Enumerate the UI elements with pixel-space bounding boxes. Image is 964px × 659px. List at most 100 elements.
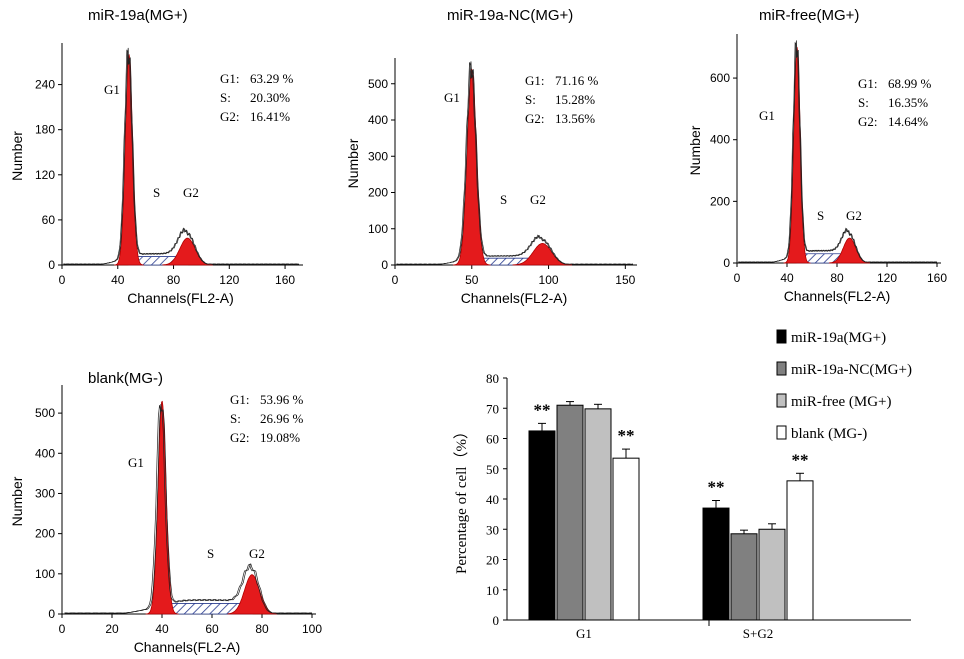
histogram-panel-4: blank(MG-) 0 100 200 300 400 500 0 20 40 60 80 100 Ch… [9, 370, 322, 655]
y-axis-label: Number [345, 138, 361, 188]
histogram-panel-2: miR-19a-NC(MG+) 0 100 200 300 400 500 0 50 100 150… [345, 7, 637, 306]
y-tick-label: 0 [723, 256, 730, 270]
x-tick-label: 40 [780, 271, 794, 285]
y-axis-label: Number [9, 476, 25, 526]
x-tick-label: 80 [255, 622, 269, 636]
histogram-trace [64, 404, 313, 614]
bar-chart-panel: 0 10 20 30 40 50 60 70 80 Percentage of cell（%） G1… [453, 329, 912, 641]
legend-swatch [776, 425, 787, 440]
g1-peak [783, 46, 811, 264]
y-tick-label: 200 [710, 194, 730, 208]
y-tick-label: 400 [710, 133, 730, 147]
x-tick-label: 80 [830, 271, 844, 285]
phase-label-g2: G2 [530, 192, 546, 207]
phase-label-g1: G1 [128, 455, 144, 470]
phase-label-g1: G1 [104, 82, 120, 97]
stat-value: 53.96 % [260, 392, 304, 407]
x-tick-label: 20 [105, 622, 119, 636]
legend-swatch [776, 329, 787, 344]
y-tick-label: 0 [381, 258, 388, 272]
bar-S+G2-2 [758, 528, 786, 621]
significance-marker: ** [534, 400, 551, 419]
bar-G1-2 [584, 408, 612, 621]
stat-label: G1: [525, 73, 545, 88]
histogram-trace [738, 41, 938, 263]
g1-peak [145, 400, 179, 615]
histogram-trace [64, 405, 313, 614]
x-tick-label: 50 [465, 273, 479, 287]
bar-y-tick-label: 40 [486, 492, 499, 507]
stat-value: 16.41% [250, 109, 290, 124]
phase-label-g2: G2 [846, 208, 862, 223]
stat-label: S: [525, 92, 536, 107]
x-tick-label: 80 [167, 273, 181, 287]
histogram-trace [738, 40, 938, 263]
y-tick-label: 100 [35, 567, 55, 581]
bar-y-tick-label: 0 [493, 613, 500, 628]
x-axis-label: Channels(FL2-A) [134, 639, 241, 655]
y-tick-label: 300 [368, 149, 388, 163]
phase-label-s: S [817, 208, 824, 223]
histogram-title: miR-free(MG+) [759, 7, 859, 24]
x-tick-label: 0 [392, 273, 399, 287]
bar-y-tick-label: 20 [486, 553, 499, 568]
legend-label: miR-free (MG+) [791, 394, 892, 410]
stat-value: 68.99 % [888, 76, 932, 91]
phase-label-g1: G1 [444, 90, 460, 105]
bar-y-tick-label: 30 [486, 522, 499, 537]
y-tick-label: 0 [48, 607, 55, 621]
bar-G1-1 [556, 404, 584, 621]
bar-y-tick-label: 10 [486, 583, 499, 598]
y-tick-label: 200 [35, 527, 55, 541]
stat-label: G2: [525, 111, 545, 126]
stat-value: 63.29 % [250, 71, 294, 86]
stat-label: G2: [220, 109, 240, 124]
y-tick-label: 500 [368, 77, 388, 91]
stat-label: G2: [230, 430, 250, 445]
y-axis-label: Number [687, 125, 703, 175]
phase-label-s: S [207, 546, 214, 561]
bar-y-tick-label: 70 [486, 401, 499, 416]
bar-S+G2-3 [786, 480, 814, 621]
bar-y-tick-label: 60 [486, 432, 499, 447]
stat-label: G1: [230, 392, 250, 407]
phase-label-s: S [153, 185, 160, 200]
stat-value: 20.30% [250, 90, 290, 105]
bar-G1-0 [528, 430, 556, 621]
x-axis-label: Channels(FL2-A) [127, 290, 234, 306]
y-tick-label: 0 [48, 258, 55, 272]
histogram-title: miR-19a-NC(MG+) [447, 7, 573, 24]
x-tick-label: 150 [615, 273, 635, 287]
bar-y-axis-label: Percentage of cell（%） [453, 424, 470, 574]
x-tick-label: 160 [927, 271, 947, 285]
y-tick-label: 500 [35, 406, 55, 420]
stat-value: 15.28% [555, 92, 595, 107]
x-axis-label: Channels(FL2-A) [461, 290, 568, 306]
legend-label: blank (MG-) [791, 426, 867, 442]
significance-marker: ** [708, 478, 725, 497]
bar-S+G2-0 [702, 507, 730, 621]
y-tick-label: 60 [42, 213, 56, 227]
y-tick-label: 240 [35, 78, 55, 92]
y-tick-label: 200 [368, 186, 388, 200]
x-tick-label: 120 [219, 273, 239, 287]
x-tick-label: 60 [205, 622, 219, 636]
histogram-panel-1: miR-19a(MG+) 0 60 120 180 240 0 40 80 120 160 Chann… [9, 7, 303, 306]
histogram-title: miR-19a(MG+) [88, 7, 188, 24]
y-tick-label: 600 [710, 71, 730, 85]
histogram-trace [396, 61, 634, 265]
stat-value: 16.35% [888, 95, 928, 110]
bar-G1-3 [612, 457, 640, 621]
legend-label: miR-19a(MG+) [791, 330, 886, 346]
stat-label: S: [220, 90, 231, 105]
histogram-panel-3: miR-free(MG+) 0 200 400 600 0 40 80 120 160 Channe… [687, 7, 947, 304]
phase-label-g1: G1 [759, 108, 775, 123]
significance-marker: ** [618, 426, 635, 445]
x-axis-label: Channels(FL2-A) [784, 288, 891, 304]
y-tick-label: 100 [368, 222, 388, 236]
stat-value: 71.16 % [555, 73, 599, 88]
y-tick-label: 400 [35, 446, 55, 460]
stat-value: 14.64% [888, 114, 928, 129]
stat-value: 26.96 % [260, 411, 304, 426]
